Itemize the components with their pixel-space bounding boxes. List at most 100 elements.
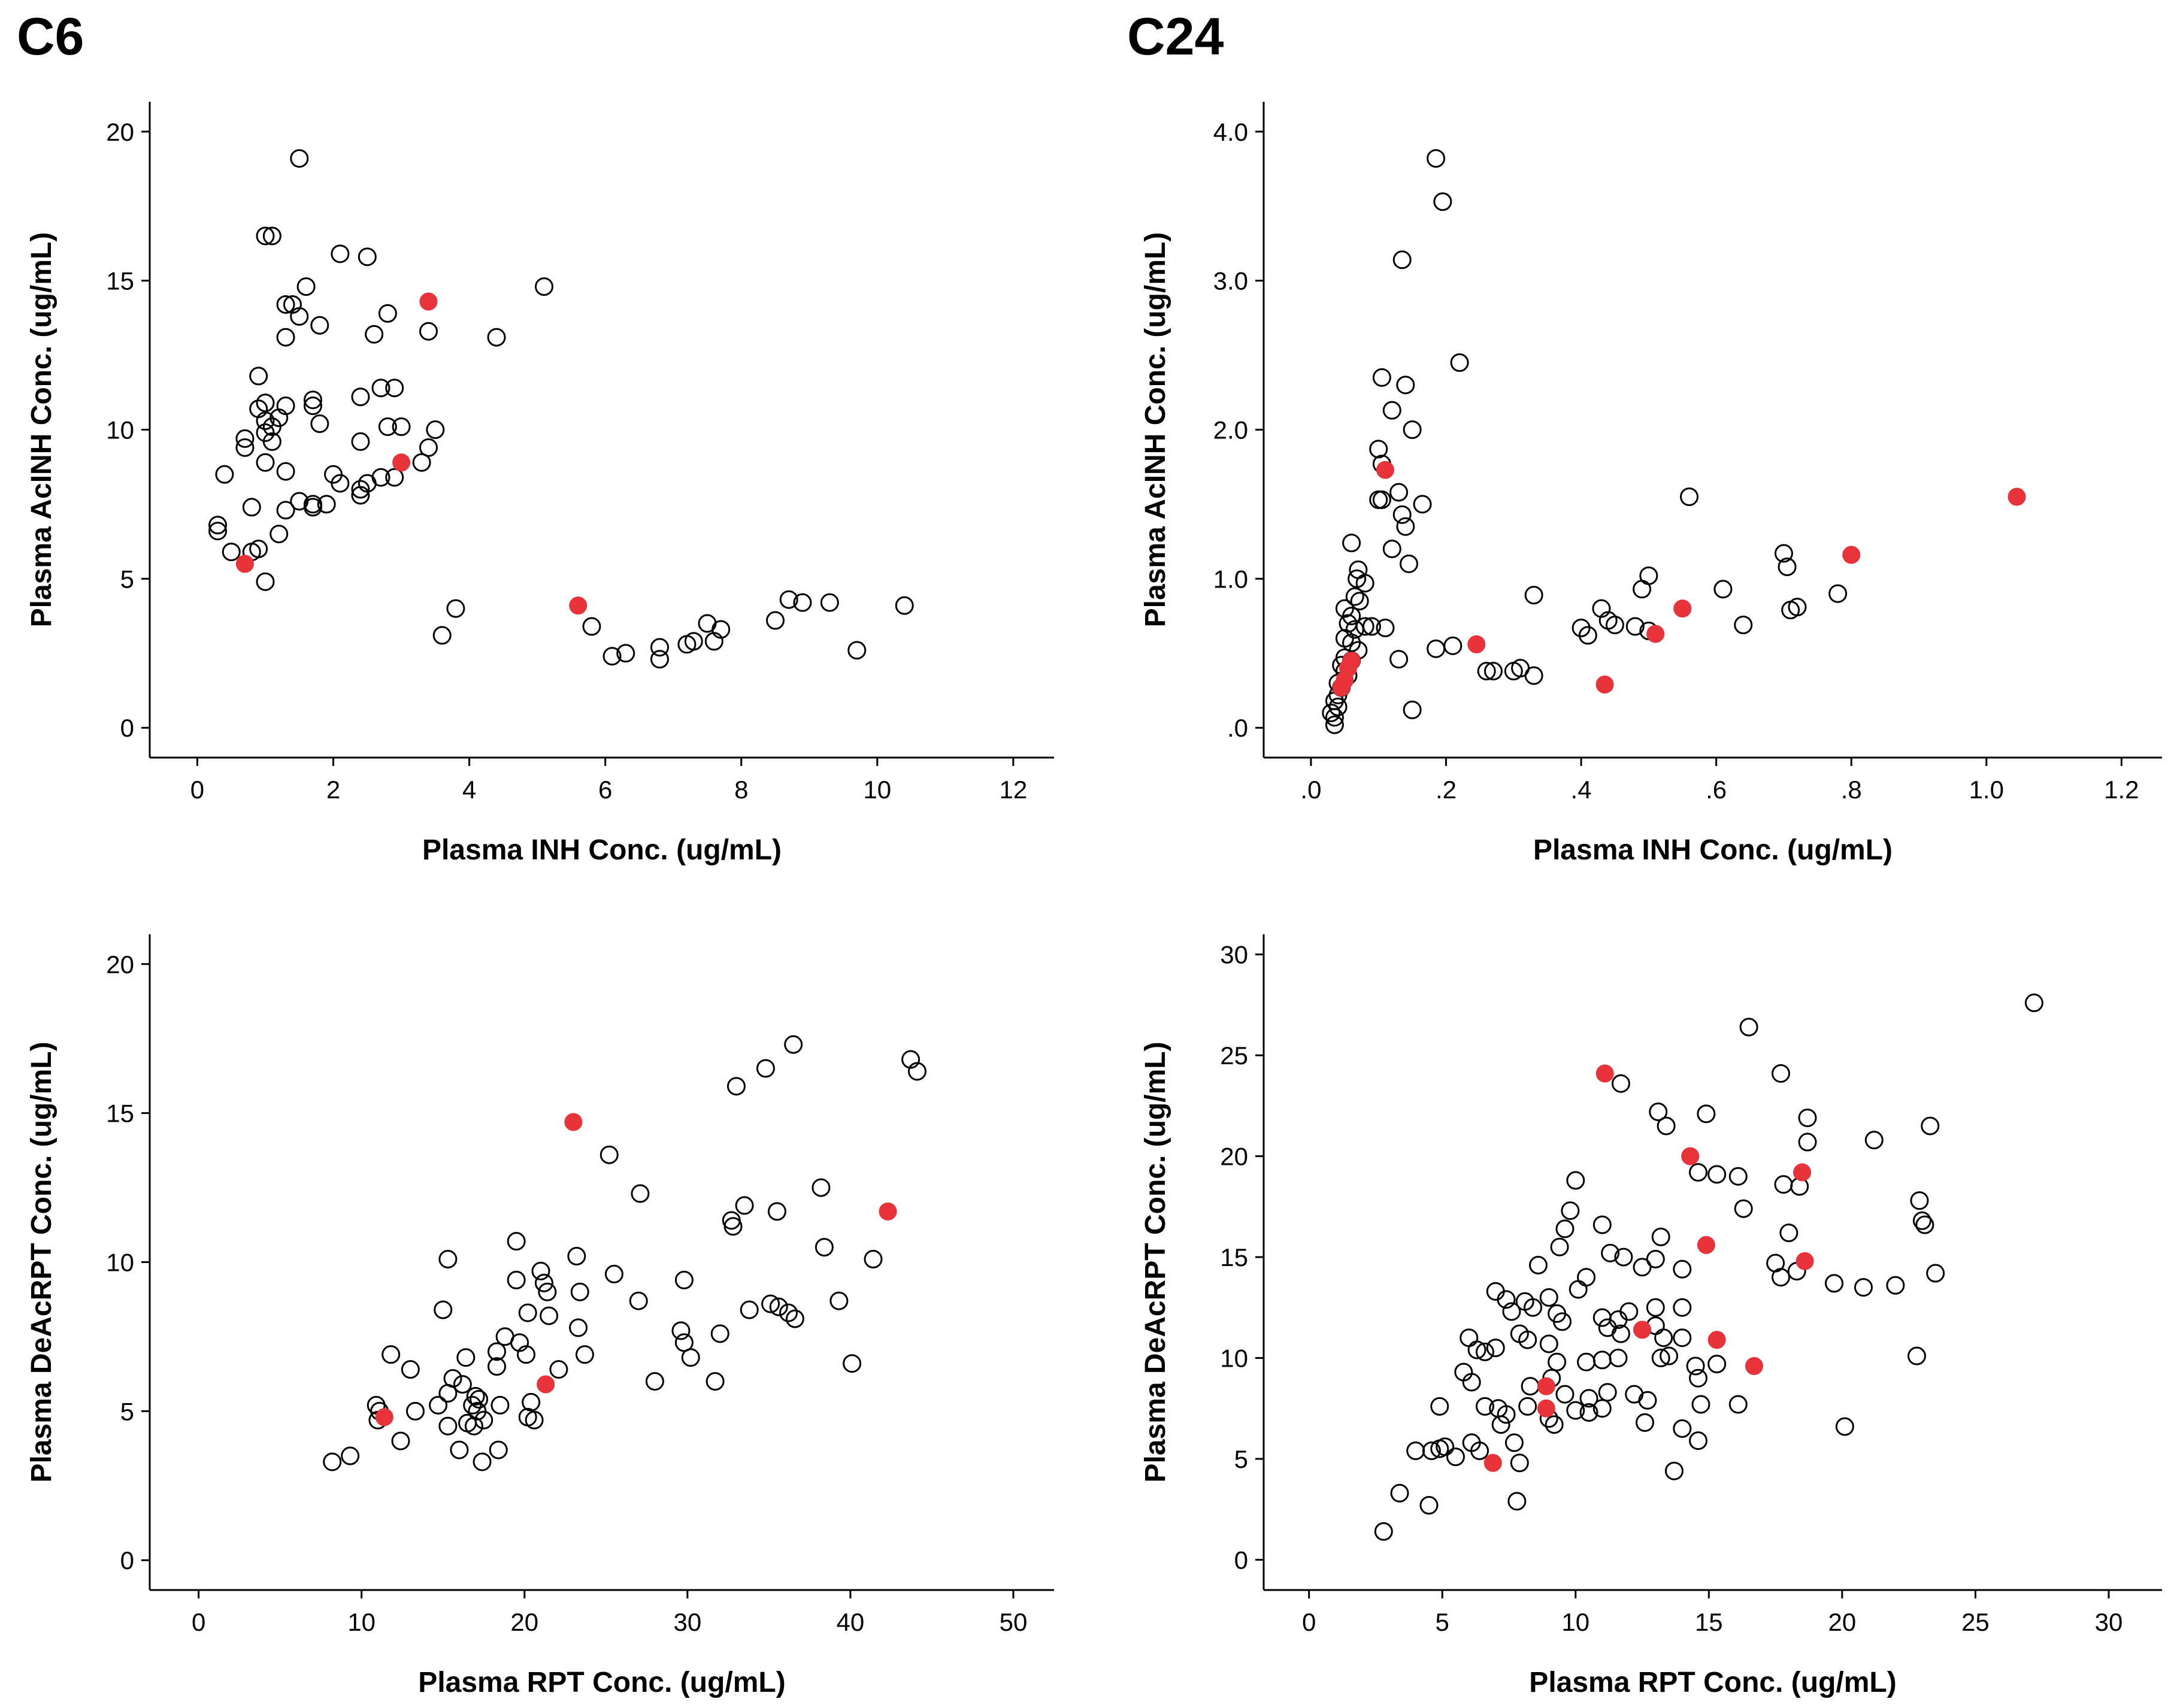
data-point [1915, 1215, 1934, 1234]
data-point [769, 1297, 788, 1316]
data-point [1450, 353, 1469, 373]
highlight-data-point [1595, 676, 1614, 694]
data-point [1592, 1215, 1612, 1234]
data-point [426, 420, 445, 439]
y-tick-label: .0 [1227, 714, 1248, 742]
x-tick-label: 4 [462, 776, 476, 804]
data-point [1524, 1298, 1543, 1317]
data-point [1510, 1453, 1529, 1473]
data-point [1828, 584, 1848, 603]
data-point [1605, 616, 1624, 635]
x-tick-label: .6 [1706, 776, 1727, 804]
data-point [463, 1395, 482, 1415]
data-point [1355, 574, 1374, 593]
data-point [812, 1178, 831, 1197]
data-point [735, 1196, 754, 1215]
highlight-data-point [1681, 1147, 1700, 1165]
data-point [1504, 1433, 1524, 1452]
y-axis-label: Plasma DeAcRPT Conc. (ug/mL) [1140, 1041, 1171, 1482]
y-tick-label: 5 [120, 1397, 134, 1425]
y-tick-label: 20 [1220, 1143, 1248, 1171]
data-point [256, 393, 275, 413]
data-point [276, 501, 295, 520]
data-point [1396, 375, 1415, 395]
data-point [256, 226, 275, 246]
y-tick-label: 15 [1220, 1243, 1248, 1271]
data-point [756, 1059, 775, 1078]
data-point [1502, 1302, 1521, 1321]
data-point [358, 247, 377, 267]
highlight-data-point [1595, 1064, 1614, 1083]
data-point [331, 474, 350, 493]
x-tick-label: 10 [1561, 1608, 1589, 1636]
data-point [1713, 580, 1733, 599]
highlight-data-point [1673, 599, 1692, 618]
data-point [438, 1250, 458, 1269]
data-point [1592, 1350, 1612, 1370]
data-point [1657, 1116, 1676, 1135]
data-point [1443, 636, 1463, 655]
x-tick-label: .4 [1571, 776, 1592, 804]
data-point [1413, 495, 1432, 514]
data-point [1579, 1389, 1598, 1408]
data-point [371, 468, 390, 487]
data-point [1772, 1064, 1791, 1083]
data-point [1470, 1441, 1489, 1461]
data-point [466, 1386, 485, 1406]
data-point [1614, 1247, 1633, 1267]
data-point [432, 626, 452, 645]
data-point [650, 650, 670, 669]
data-point [895, 596, 914, 615]
data-point [208, 522, 228, 541]
data-point [1689, 1368, 1708, 1388]
data-point [1497, 1290, 1516, 1309]
data-point [341, 1446, 360, 1465]
data-point [1921, 1116, 1940, 1135]
data-point [1673, 1419, 1692, 1438]
data-point [1325, 708, 1344, 727]
chart-c24-rpt: 0 5 10 15 20 25 30 0 5 10 15 20 25 30 Plasma RPT Conc.… [1140, 934, 2162, 1698]
data-point [784, 1035, 803, 1054]
data-point [1322, 703, 1341, 722]
y-tick-label: 10 [1220, 1344, 1248, 1373]
data-point [1664, 1461, 1684, 1480]
data-point [1403, 700, 1422, 719]
data-point [391, 1431, 410, 1450]
data-point [1419, 1495, 1439, 1515]
data-point [1486, 1338, 1505, 1358]
data-point [1396, 517, 1415, 536]
y-tick-label: 0 [1234, 1546, 1248, 1574]
data-point [262, 226, 281, 246]
data-point [907, 1062, 926, 1081]
data-point [864, 1250, 883, 1269]
y-tick-label: 30 [1220, 941, 1248, 969]
data-point [382, 1345, 401, 1364]
data-point [1798, 1109, 1817, 1128]
data-point [310, 414, 329, 434]
data-point [1886, 1276, 1905, 1295]
highlight-data-point [1796, 1252, 1814, 1270]
data-point [1798, 1132, 1817, 1152]
data-point [256, 572, 275, 591]
data-point [1454, 1362, 1473, 1382]
data-point [249, 367, 268, 386]
data-point [310, 316, 329, 335]
data-point [1436, 1437, 1455, 1456]
data-point [820, 593, 839, 612]
highlight-data-point [392, 453, 411, 472]
data-point [1778, 557, 1797, 576]
data-point [1651, 1349, 1670, 1368]
data-point [1524, 666, 1543, 685]
x-tick-label: 1.2 [2104, 776, 2139, 804]
data-point [1774, 1175, 1793, 1194]
data-point [1734, 616, 1753, 635]
y-tick-label: 20 [106, 118, 134, 146]
data-point [785, 1309, 804, 1328]
data-point [779, 590, 798, 609]
data-point [1609, 1349, 1628, 1368]
data-point [405, 1401, 425, 1421]
data-point [582, 617, 601, 636]
data-point [290, 307, 309, 326]
data-point [1601, 1243, 1620, 1262]
x-axis-label: Plasma RPT Conc. (ug/mL) [1529, 1667, 1896, 1698]
